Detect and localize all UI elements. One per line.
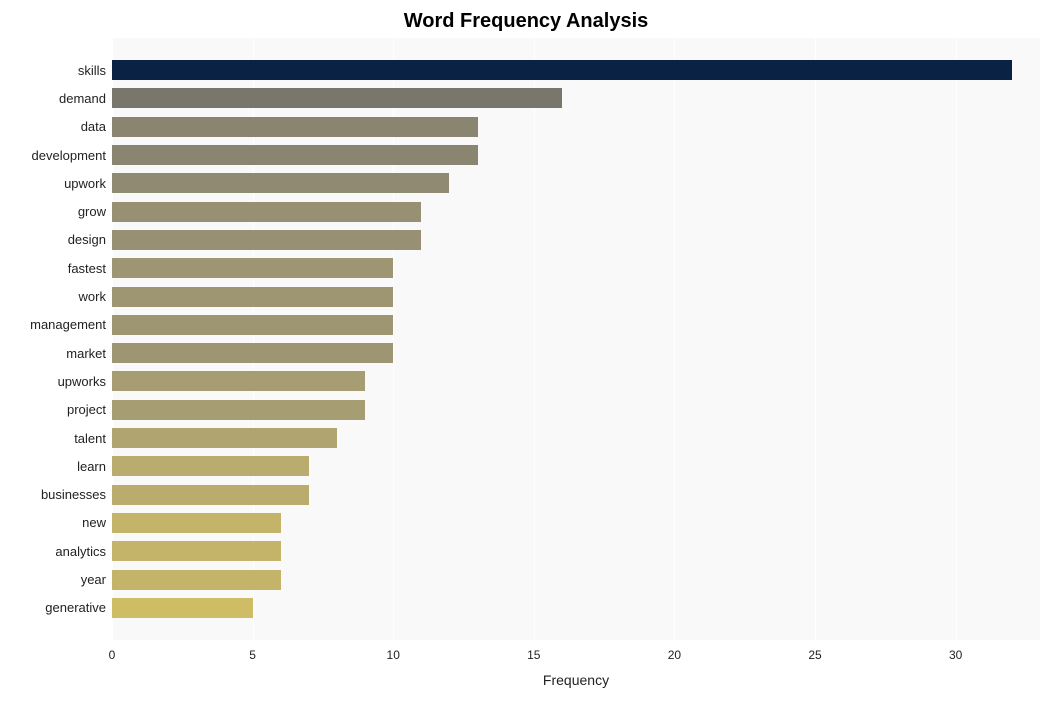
y-tick-label: new — [82, 515, 106, 530]
y-tick-label: project — [67, 402, 106, 417]
y-tick-label: businesses — [41, 487, 106, 502]
y-tick-label: data — [81, 119, 106, 134]
bar — [112, 456, 309, 476]
y-tick-label: management — [30, 317, 106, 332]
bar — [112, 598, 253, 618]
x-tick-label: 0 — [109, 648, 116, 662]
y-tick-label: talent — [74, 431, 106, 446]
bar — [112, 428, 337, 448]
gridline — [956, 38, 957, 640]
plot-area — [112, 38, 1040, 640]
bar — [112, 258, 393, 278]
gridline — [815, 38, 816, 640]
y-tick-label: year — [81, 572, 106, 587]
y-tick-label: skills — [78, 63, 106, 78]
x-tick-label: 15 — [527, 648, 540, 662]
y-tick-label: development — [32, 148, 106, 163]
x-tick-label: 20 — [668, 648, 681, 662]
y-tick-label: grow — [78, 204, 106, 219]
bar — [112, 117, 478, 137]
y-tick-label: work — [79, 289, 106, 304]
y-tick-label: market — [66, 346, 106, 361]
bar — [112, 343, 393, 363]
gridline — [674, 38, 675, 640]
x-axis-label: Frequency — [112, 672, 1040, 688]
y-tick-label: upwork — [64, 176, 106, 191]
x-tick-label: 5 — [249, 648, 256, 662]
bar — [112, 173, 449, 193]
x-tick-label: 30 — [949, 648, 962, 662]
y-tick-label: fastest — [68, 261, 106, 276]
y-tick-label: upworks — [58, 374, 106, 389]
bar — [112, 485, 309, 505]
y-tick-label: design — [68, 232, 106, 247]
bar — [112, 60, 1012, 80]
bar — [112, 371, 365, 391]
y-tick-label: generative — [45, 600, 106, 615]
bar — [112, 513, 281, 533]
bar — [112, 230, 421, 250]
bar — [112, 541, 281, 561]
y-tick-label: demand — [59, 91, 106, 106]
bar — [112, 145, 478, 165]
chart-title: Word Frequency Analysis — [0, 10, 1052, 33]
x-tick-label: 10 — [387, 648, 400, 662]
bar — [112, 570, 281, 590]
bar — [112, 202, 421, 222]
chart-container: Word Frequency Analysis Frequency 0 5 10 15… — [0, 0, 1052, 701]
bar — [112, 400, 365, 420]
y-tick-label: analytics — [55, 544, 106, 559]
gridline — [534, 38, 535, 640]
y-tick-label: learn — [77, 459, 106, 474]
bar — [112, 315, 393, 335]
bar — [112, 88, 562, 108]
bar — [112, 287, 393, 307]
x-tick-label: 25 — [808, 648, 821, 662]
